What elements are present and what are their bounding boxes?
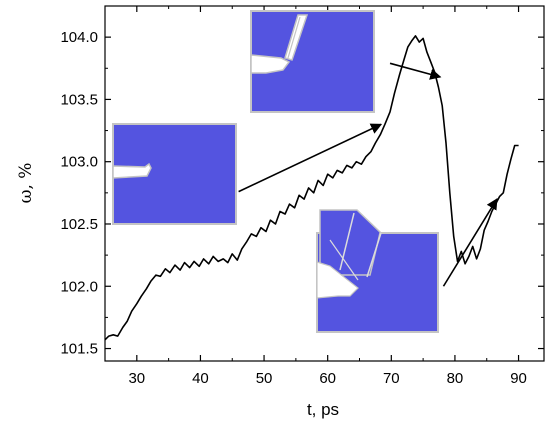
tick-labels: 30 40 50 60 70 80 90 101.5 102.0 102.5 103.0 103.5 1…	[60, 29, 526, 387]
x-tick-label: 70	[383, 370, 400, 387]
y-tick-label: 102.0	[60, 278, 98, 295]
x-tick-label: 30	[128, 370, 145, 387]
y-tick-label: 103.0	[60, 154, 98, 171]
x-tick-label: 60	[319, 370, 336, 387]
x-tick-label: 50	[256, 370, 273, 387]
y-tick-label: 104.0	[60, 29, 98, 46]
x-tick-label: 90	[510, 370, 527, 387]
inset-3-slip-line-b	[366, 232, 382, 278]
y-tick-label: 101.5	[60, 341, 98, 358]
inset-3-notch	[316, 261, 359, 299]
y-tick-label: 102.5	[60, 216, 98, 233]
annotation-arrows	[238, 62, 498, 287]
inset-crack-stage-2	[250, 10, 375, 113]
x-tick-label: 80	[447, 370, 464, 387]
inset-3-slip-line-a	[339, 212, 355, 271]
series-line	[104, 35, 519, 341]
y-axis-title: ω, %	[16, 163, 36, 204]
inset-2-slip-line	[287, 16, 301, 59]
annotation-arrow	[389, 62, 442, 80]
x-axis-title: t, ps	[307, 400, 339, 419]
plot-frame	[104, 5, 545, 362]
annotation-arrow	[238, 123, 383, 193]
inset-2-notch	[250, 54, 291, 74]
x-tick-label: 40	[192, 370, 209, 387]
inset-crack-stage-1	[112, 123, 237, 225]
annotation-arrow	[442, 198, 498, 287]
series	[104, 35, 519, 341]
inset-crack-stage-3	[316, 209, 439, 333]
y-tick-label: 103.5	[60, 91, 98, 108]
inset-3-crack-edge	[329, 239, 359, 281]
inset-1-notch	[112, 162, 152, 179]
